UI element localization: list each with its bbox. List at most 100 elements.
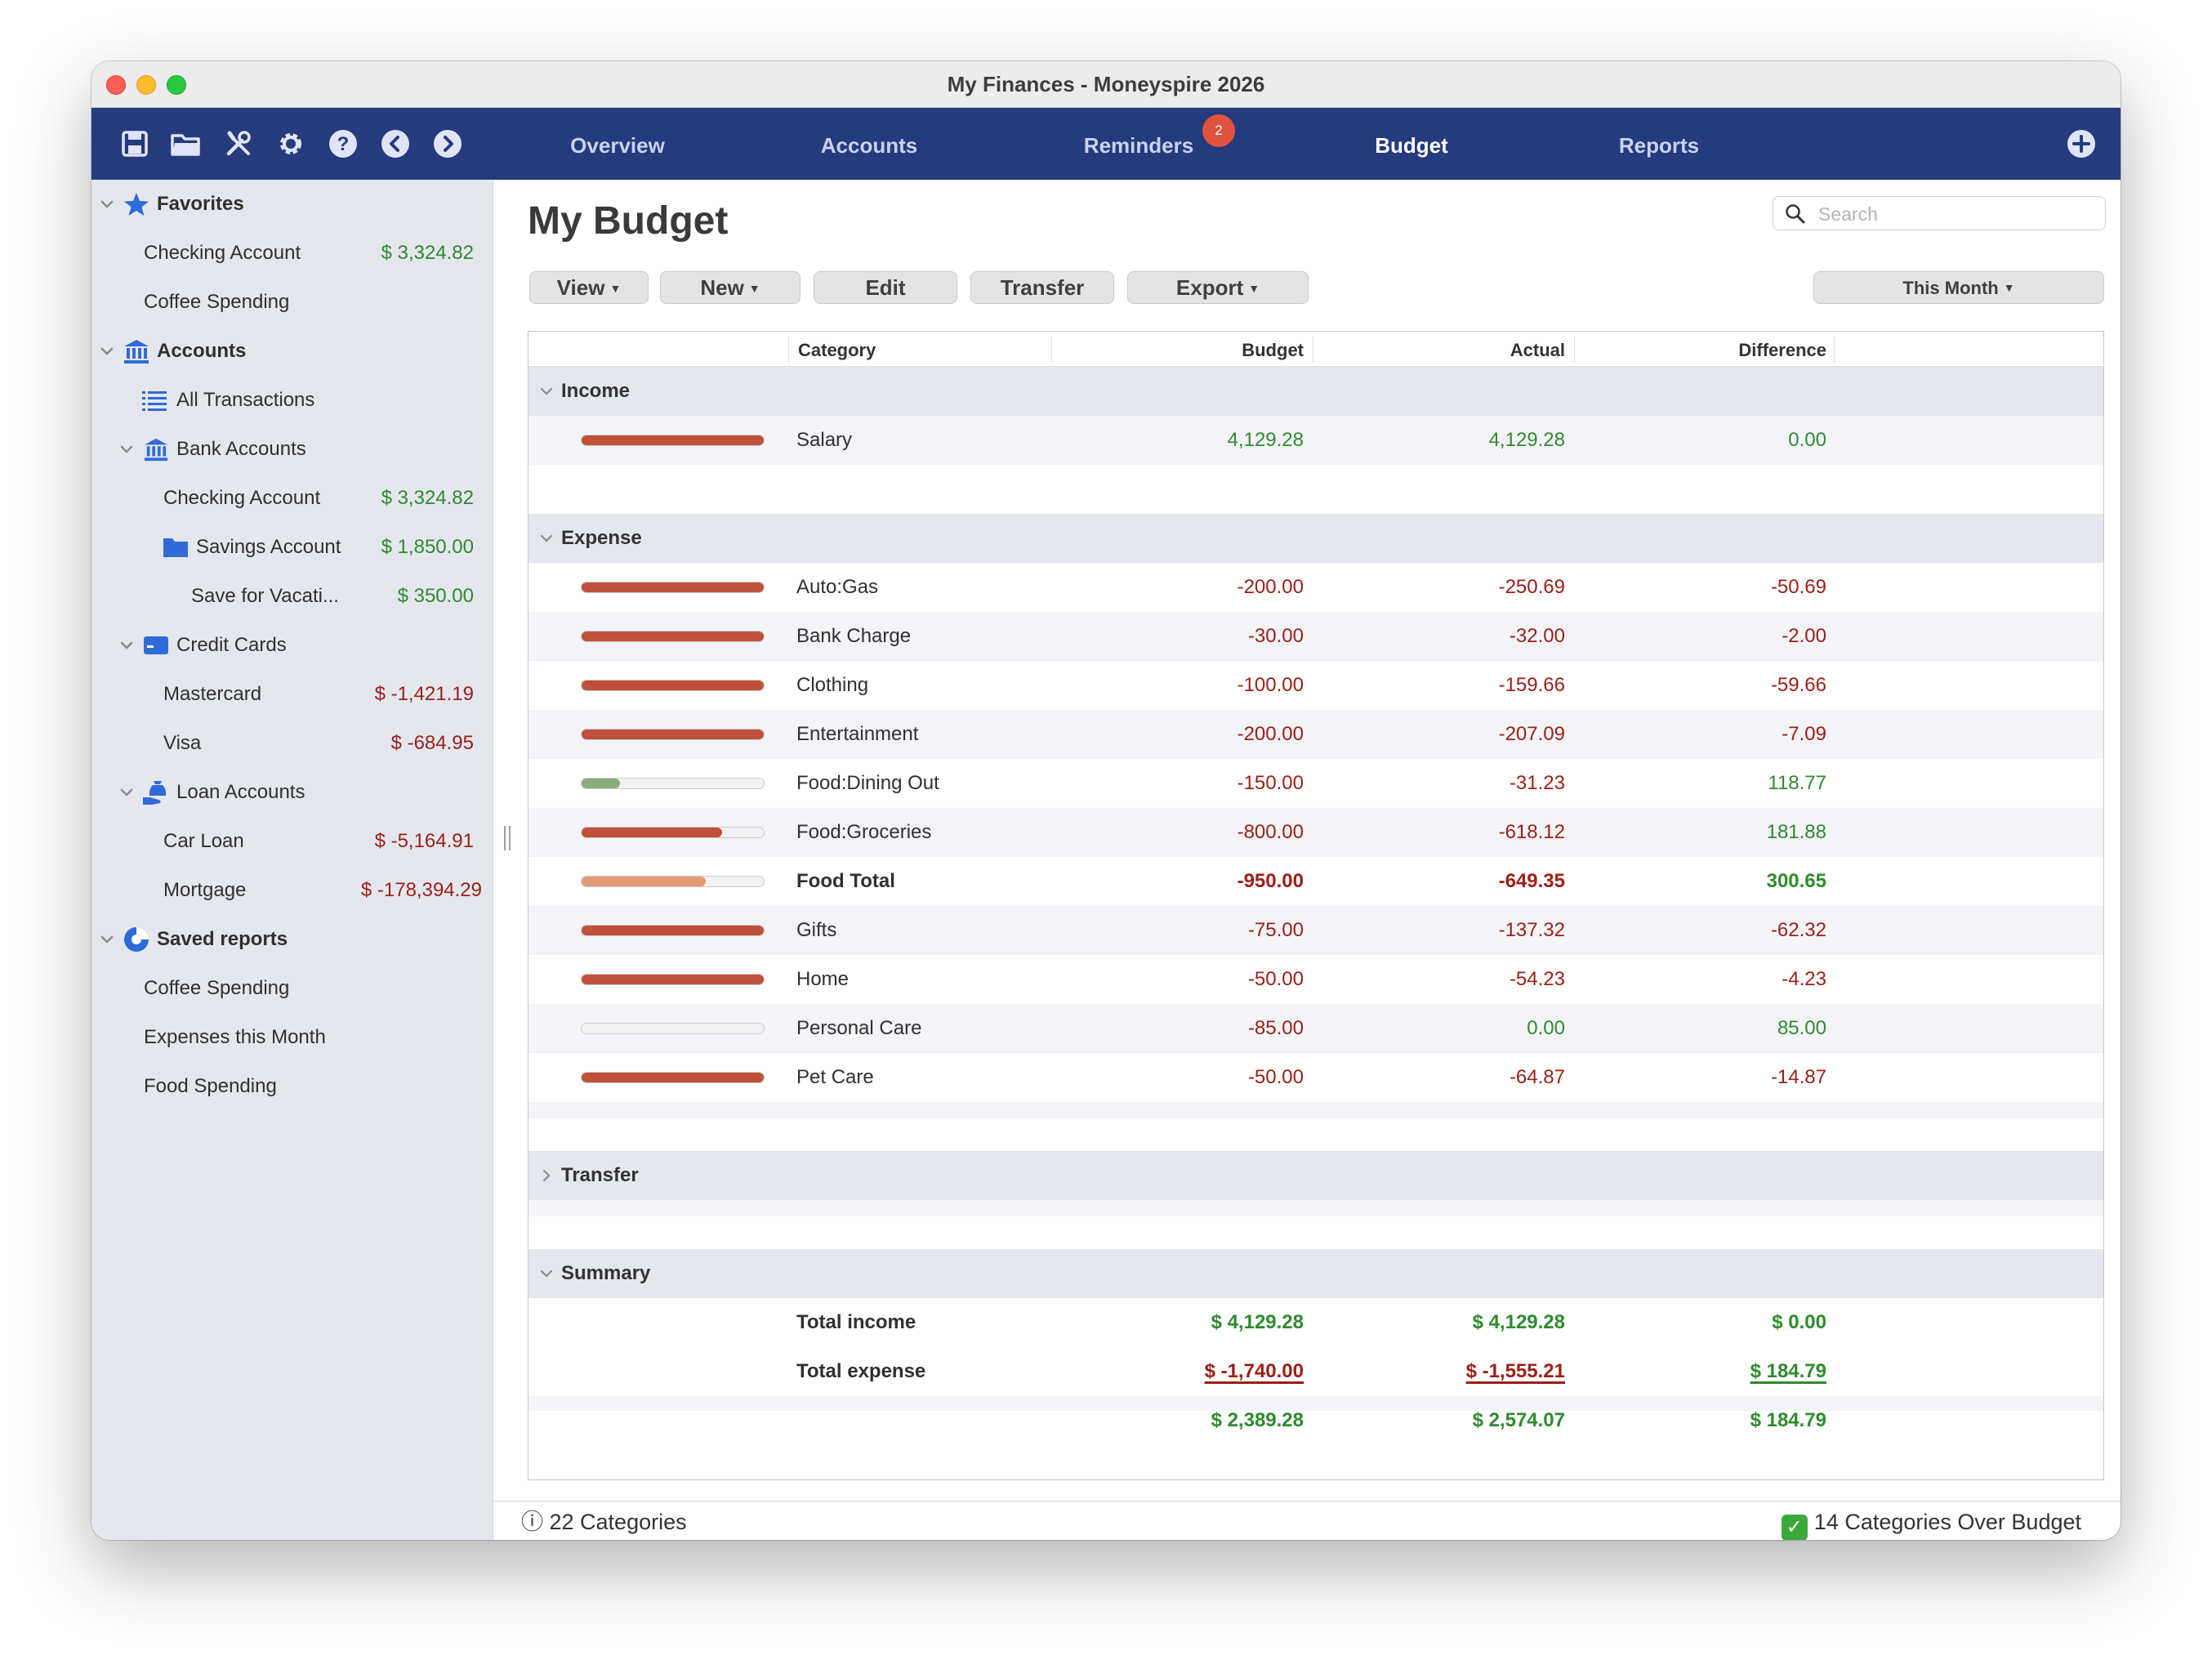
group-row-summary[interactable]: Summary (528, 1249, 2103, 1298)
sidebar-item-amount: $ -684.95 (390, 732, 474, 754)
column-header-actual[interactable]: Actual (1510, 340, 1565, 360)
summary-row-total-income[interactable]: Total income $ 4,129.28 $ 4,129.28 $ 0.0… (528, 1298, 2103, 1347)
over-budget-status: ✓ 14 Categories Over Budget (1781, 1502, 2081, 1540)
sidebar-favorites-header[interactable]: Favorites (91, 180, 493, 229)
help-icon[interactable]: ? (327, 127, 359, 160)
sidebar-item-report-food[interactable]: Food Spending (91, 1062, 493, 1111)
sidebar-item-label: Expenses this Month (144, 1026, 326, 1048)
column-header-category[interactable]: Category (798, 340, 876, 360)
budget-progress-fill (582, 1073, 764, 1082)
period-select[interactable]: This Month ▼ (1813, 271, 2104, 304)
back-icon[interactable] (379, 127, 412, 160)
tab-overview[interactable]: Overview (570, 133, 665, 158)
sidebar-item-all-transactions[interactable]: All Transactions (91, 376, 493, 425)
sidebar-item-report-expenses[interactable]: Expenses this Month (91, 1013, 493, 1062)
new-button[interactable]: New ▼ (660, 271, 801, 304)
tab-accounts[interactable]: Accounts (820, 133, 918, 158)
chevron-down-icon[interactable] (538, 530, 555, 547)
budget-progress-fill (582, 730, 764, 739)
budget-row[interactable]: Personal Care -85.00 0.00 85.00 (528, 1004, 2103, 1053)
chevron-down-icon[interactable] (118, 783, 136, 801)
minimize-window-button[interactable] (136, 75, 156, 95)
sidebar-saved-reports-header[interactable]: Saved reports (91, 915, 493, 964)
dropdown-caret-icon: ▼ (609, 282, 622, 295)
export-button[interactable]: Export ▼ (1127, 271, 1309, 304)
page-title: My Budget (528, 199, 729, 243)
budget-cell: 4,129.28 (1227, 429, 1304, 451)
actual-cell: 4,129.28 (1488, 429, 1565, 451)
tools-icon[interactable] (222, 127, 255, 160)
sidebar-item-car-loan[interactable]: Car Loan $ -5,164.91 (91, 817, 493, 866)
bank-icon (142, 436, 170, 462)
group-label: Summary (561, 1262, 651, 1284)
chevron-down-icon[interactable] (118, 636, 136, 654)
sidebar-item-save-for-vacation[interactable]: Save for Vacati... $ 350.00 (91, 572, 493, 621)
budget-progress-fill (582, 631, 764, 641)
budget-row[interactable]: Bank Charge -30.00 -32.00 -2.00 (528, 612, 2103, 661)
search-field[interactable]: Search (1773, 196, 2106, 230)
forward-icon[interactable] (431, 127, 464, 160)
group-row-transfer[interactable]: Transfer (528, 1151, 2103, 1200)
sidebar-item-savings-account[interactable]: Savings Account $ 1,850.00 (91, 523, 493, 572)
sidebar-item-mastercard[interactable]: Mastercard $ -1,421.19 (91, 670, 493, 719)
budget-row[interactable]: Salary 4,129.28 4,129.28 0.00 (528, 416, 2103, 465)
sidebar-item-mortgage[interactable]: Mortgage $ -178,394.29 (91, 866, 493, 915)
chevron-down-icon[interactable] (538, 383, 555, 399)
group-row-expense[interactable]: Expense (528, 514, 2103, 563)
transfer-button[interactable]: Transfer (970, 271, 1114, 304)
budget-row[interactable]: Food:Groceries -800.00 -618.12 181.88 (528, 808, 2103, 857)
gear-icon[interactable] (274, 127, 307, 160)
group-label: Expense (561, 527, 642, 549)
budget-row[interactable]: Gifts -75.00 -137.32 -62.32 (528, 906, 2103, 955)
tab-reports[interactable]: Reports (1618, 133, 1700, 158)
view-button[interactable]: View ▼ (529, 271, 649, 304)
sidebar-item-report-coffee[interactable]: Coffee Spending (91, 964, 493, 1013)
sidebar-bank-accounts-header[interactable]: Bank Accounts (91, 425, 493, 474)
sidebar: Favorites Checking Account $ 3,324.82 Co… (91, 180, 493, 1540)
budget-row[interactable]: Pet Care -50.00 -64.87 -14.87 (528, 1053, 2103, 1102)
sidebar-item-amount: $ 350.00 (397, 585, 474, 607)
tab-budget[interactable]: Budget (1375, 133, 1448, 158)
group-row-income[interactable]: Income (528, 367, 2103, 416)
zoom-window-button[interactable] (167, 75, 186, 95)
sidebar-item-checking-account[interactable]: Checking Account $ 3,324.82 (91, 474, 493, 523)
tab-reminders[interactable]: Reminders (1083, 133, 1194, 158)
summary-row-net[interactable]: $ 2,389.28 $ 2,574.07 $ 184.79 (528, 1396, 2103, 1445)
sidebar-loan-accounts-header[interactable]: Loan Accounts (91, 768, 493, 817)
folder-icon[interactable] (170, 127, 203, 160)
sidebar-item-favorite-checking[interactable]: Checking Account $ 3,324.82 (91, 229, 493, 278)
summary-row-total-expense[interactable]: Total expense $ -1,740.00 $ -1,555.21 $ … (528, 1347, 2103, 1396)
chevron-down-icon[interactable] (98, 195, 116, 213)
sidebar-resize-handle[interactable] (504, 826, 511, 850)
budget-row[interactable]: Auto:Gas -200.00 -250.69 -50.69 (528, 563, 2103, 612)
edit-button[interactable]: Edit (814, 271, 957, 304)
report-pie-icon (123, 926, 150, 953)
sidebar-item-label: Loan Accounts (176, 781, 305, 803)
budget-cell: -100.00 (1237, 674, 1304, 696)
sidebar-item-label: Food Spending (144, 1075, 277, 1097)
sidebar-accounts-header[interactable]: Accounts (91, 327, 493, 376)
column-header-difference[interactable]: Difference (1738, 340, 1826, 360)
dropdown-caret-icon: ▼ (748, 282, 760, 295)
category-cell: Food:Dining Out (796, 772, 939, 794)
sidebar-credit-cards-header[interactable]: Credit Cards (91, 621, 493, 670)
spacer-row (528, 1396, 2103, 1411)
chevron-down-icon[interactable] (118, 440, 136, 458)
category-cell: Personal Care (796, 1017, 922, 1039)
budget-row[interactable]: Home -50.00 -54.23 -4.23 (528, 955, 2103, 1004)
chevron-right-icon[interactable] (538, 1167, 555, 1184)
close-window-button[interactable] (106, 75, 126, 95)
chevron-down-icon[interactable] (98, 930, 116, 948)
sidebar-item-favorite-coffee[interactable]: Coffee Spending (91, 278, 493, 327)
sidebar-item-visa[interactable]: Visa $ -684.95 (91, 719, 493, 768)
column-header-budget[interactable]: Budget (1242, 340, 1304, 360)
chevron-down-icon[interactable] (538, 1265, 555, 1282)
chevron-down-icon[interactable] (98, 342, 116, 360)
budget-row[interactable]: Food Total -950.00 -649.35 300.65 (528, 857, 2103, 906)
budget-row[interactable]: Clothing -100.00 -159.66 -59.66 (528, 661, 2103, 710)
budget-row[interactable]: Food:Dining Out -150.00 -31.23 118.77 (528, 759, 2103, 808)
budget-cell: -50.00 (1247, 1066, 1304, 1088)
budget-row[interactable]: Entertainment -200.00 -207.09 -7.09 (528, 710, 2103, 759)
save-icon[interactable] (118, 127, 151, 160)
add-icon[interactable] (2065, 127, 2098, 160)
